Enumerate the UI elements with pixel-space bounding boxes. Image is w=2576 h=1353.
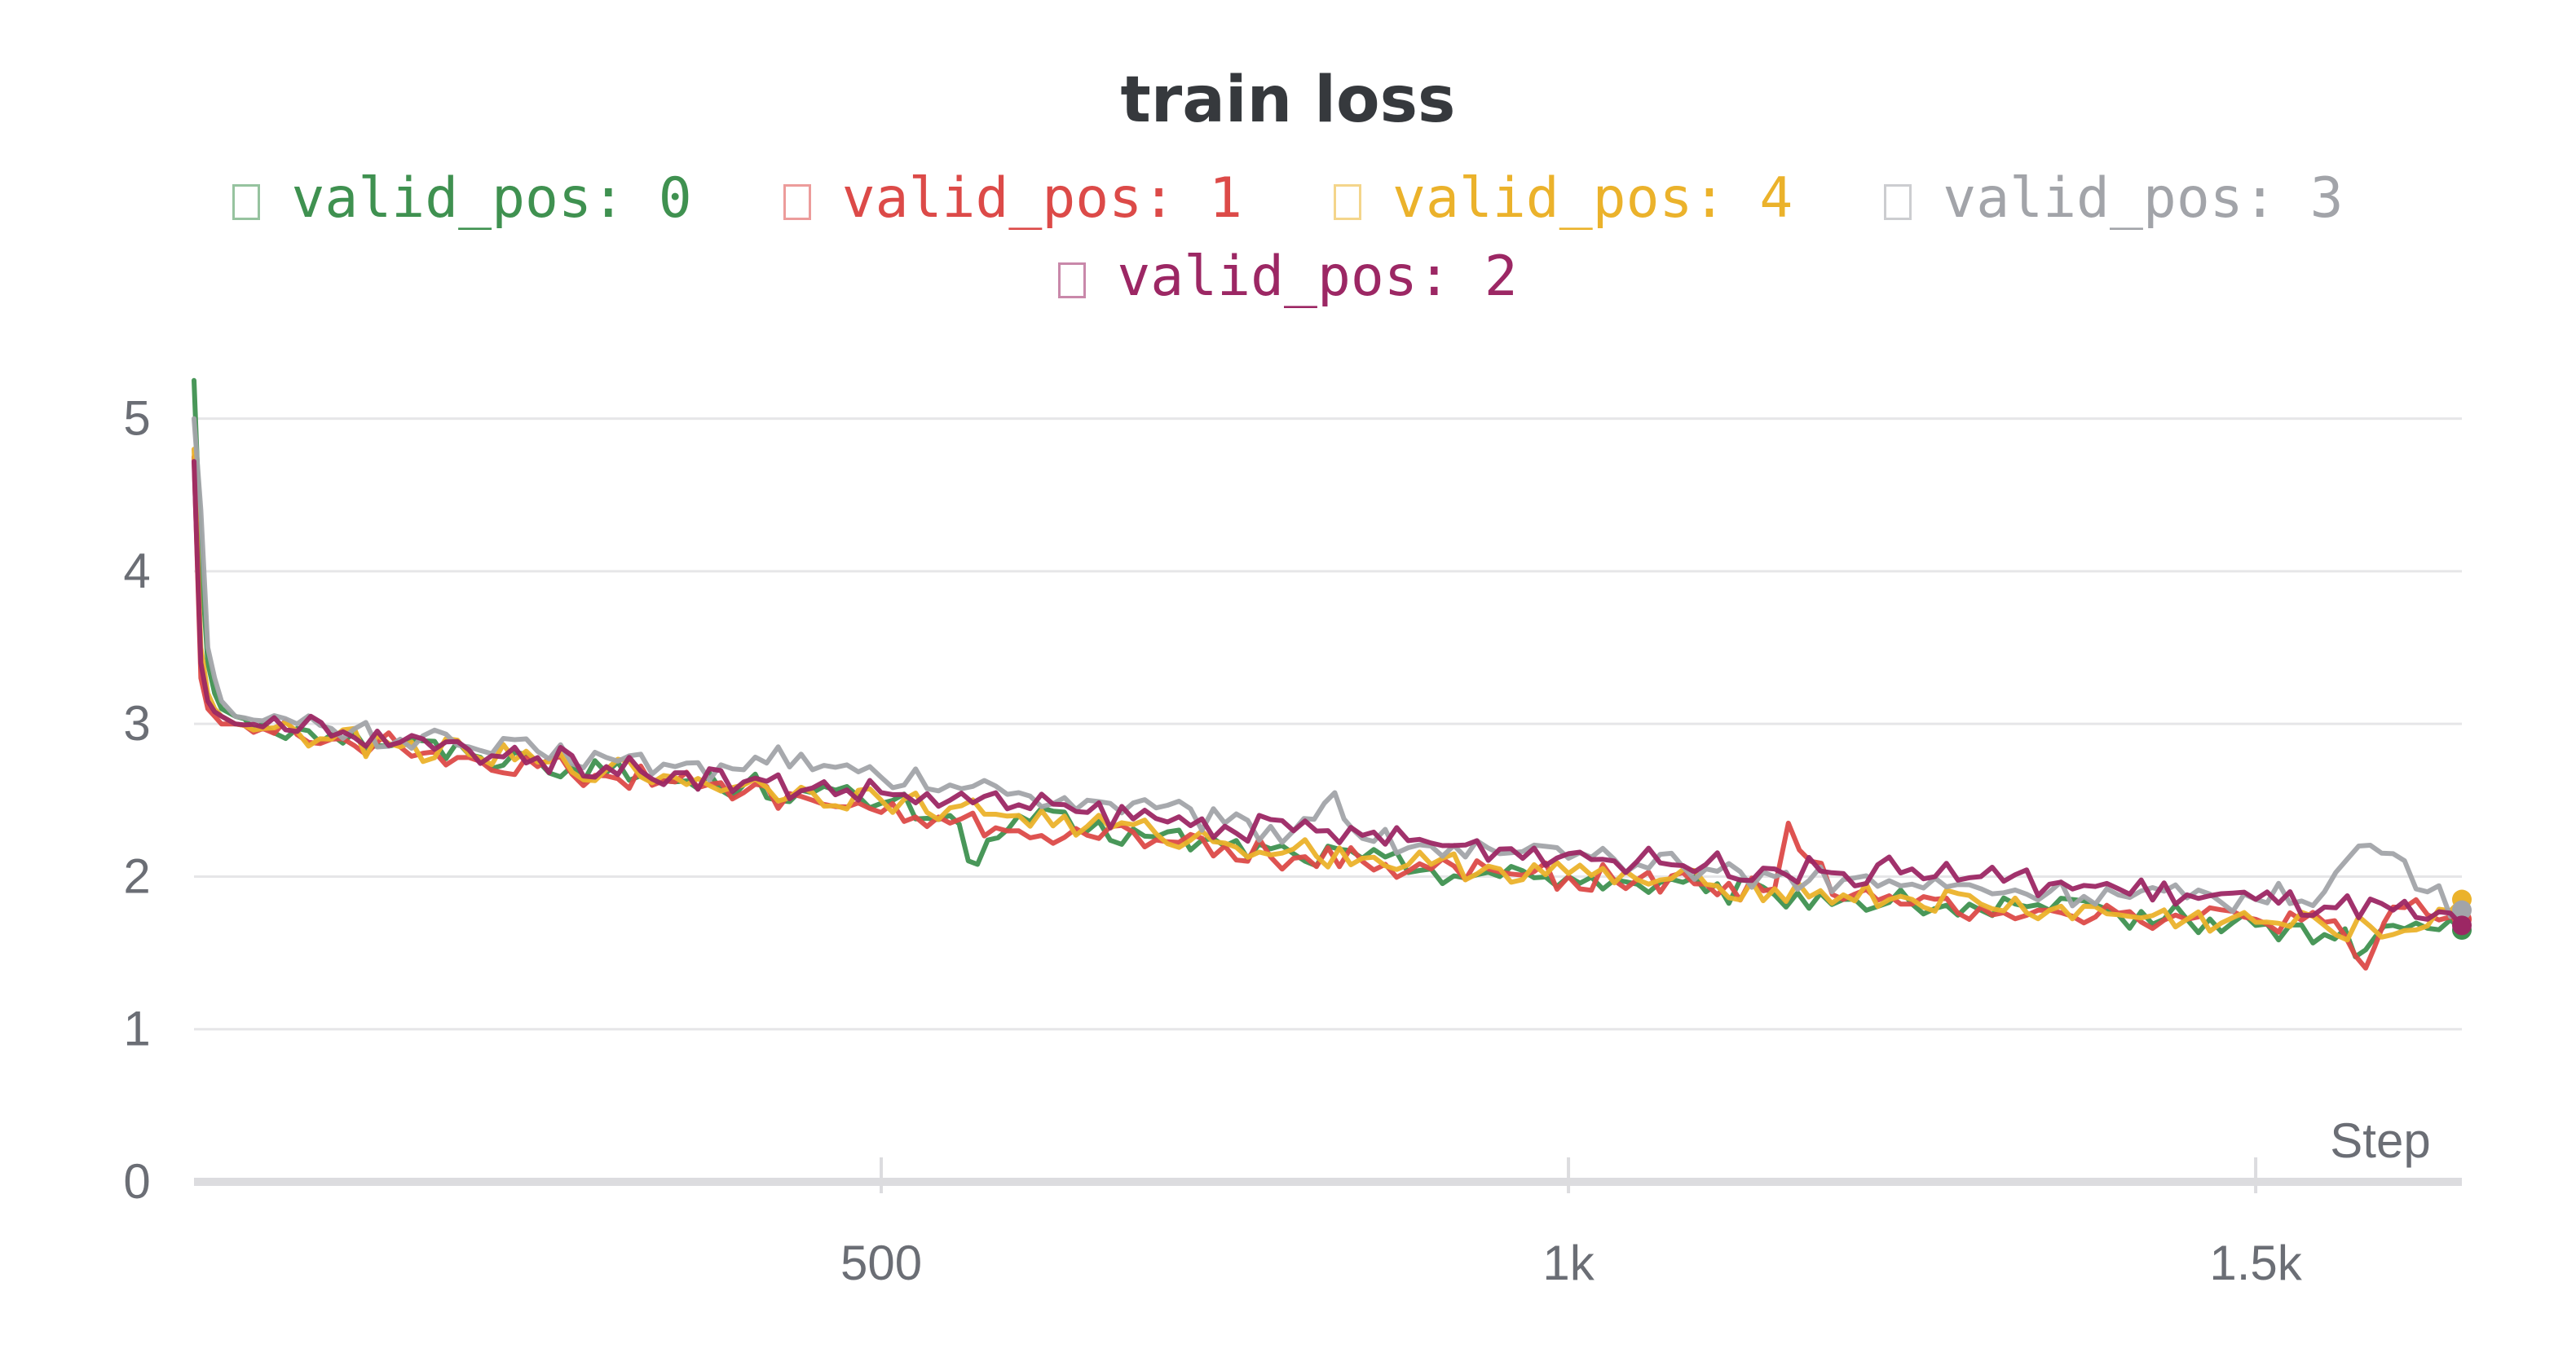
legend-row-2: valid_pos: 2	[0, 238, 2576, 316]
y-tick-label: 1	[123, 1002, 150, 1056]
y-tick-label: 5	[123, 391, 150, 446]
y-tick-label: 2	[123, 848, 150, 903]
series-end-point	[2452, 915, 2472, 936]
y-tick-label: 0	[123, 1154, 150, 1209]
series-line	[192, 459, 2464, 928]
x-tick-label: 1.5k	[2209, 1236, 2302, 1290]
series-line	[192, 377, 2464, 959]
legend-item: valid_pos: 1	[783, 160, 1242, 238]
legend-item: valid_pos: 3	[1884, 160, 2344, 238]
legend-label: valid_pos: 4	[1392, 166, 1793, 231]
series-end-point	[2452, 900, 2472, 920]
legend-label: valid_pos: 3	[1943, 166, 2344, 231]
chart-title: train loss	[1120, 64, 1456, 137]
legend-item: valid_pos: 4	[1334, 160, 1793, 238]
legend-swatch	[1058, 262, 1087, 298]
legend-label: valid_pos: 0	[291, 166, 692, 231]
legend-item: valid_pos: 0	[232, 160, 692, 238]
x-tick-label: 500	[840, 1236, 922, 1290]
y-axis-ticks: 0 1 2 3 4 5	[123, 391, 150, 1209]
chart-legend: valid_pos: 0 valid_pos: 1 valid_pos: 4 vali…	[0, 160, 2576, 316]
y-tick-label: 3	[123, 696, 150, 751]
series-line	[192, 416, 2464, 919]
legend-swatch	[232, 184, 261, 220]
legend-label: valid_pos: 2	[1117, 245, 1518, 309]
legend-label: valid_pos: 1	[841, 166, 1242, 231]
x-tick-label: 1k	[1542, 1236, 1595, 1290]
legend-swatch	[1884, 184, 1912, 220]
legend-swatch	[783, 184, 811, 220]
x-axis: 500 1k 1.5k	[194, 1157, 2462, 1290]
legend-item: valid_pos: 2	[1058, 238, 1518, 316]
grid-lines	[194, 417, 2462, 1031]
legend-row-1: valid_pos: 0 valid_pos: 1 valid_pos: 4 vali…	[0, 160, 2576, 238]
x-axis-label: Step	[2330, 1113, 2430, 1168]
series-line	[192, 447, 2464, 943]
y-tick-label: 4	[123, 544, 150, 598]
legend-swatch	[1334, 184, 1361, 220]
series-lines	[192, 377, 2472, 971]
